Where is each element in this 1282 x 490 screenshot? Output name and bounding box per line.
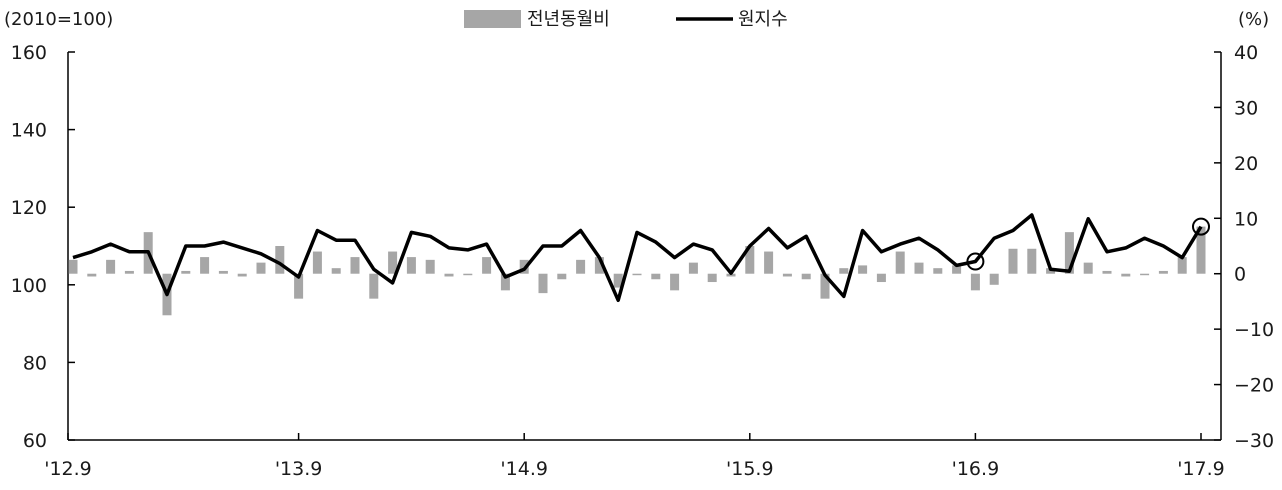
x-tick-label: '16.9 (952, 458, 1000, 480)
x-ticks: '12.9 '13.9 '14.9 '15.9 '16.9 '17.9 (44, 433, 1225, 480)
left-y-tick-label: 160 (11, 42, 47, 64)
yoy-bar (275, 246, 285, 274)
yoy-bar (895, 251, 905, 274)
legend: 전년동월비 원지수 (464, 9, 788, 30)
yoy-bar (801, 273, 811, 280)
yoy-bar (1102, 270, 1112, 274)
yoy-bar (237, 273, 247, 277)
yoy-bar (1158, 270, 1168, 274)
left-y-tick-label: 120 (11, 197, 47, 219)
highlight-marker (966, 252, 985, 271)
yoy-bar (970, 273, 980, 291)
yoy-bar (1177, 257, 1187, 274)
yoy-bar (200, 257, 210, 274)
x-tick-label: '14.9 (500, 458, 548, 480)
x-tick-label: '13.9 (275, 458, 323, 480)
right-y-tick-label: 30 (1234, 97, 1258, 119)
yoy-bar (350, 257, 360, 274)
yoy-bar (632, 273, 642, 276)
yoy-bar (482, 257, 492, 274)
yoy-bar (1196, 226, 1206, 274)
left-y-tick-label: 80 (23, 352, 47, 374)
yoy-bar (933, 268, 943, 274)
x-tick-label: '12.9 (44, 458, 92, 480)
yoy-bar (839, 268, 849, 274)
yoy-bar (218, 270, 228, 274)
left-y-ticks: 60 80 100 120 140 160 (11, 42, 75, 452)
highlight-marker (1192, 217, 1210, 236)
x-tick-label: '15.9 (726, 458, 774, 480)
yoy-bar (914, 262, 924, 274)
yoy-bar (726, 273, 736, 277)
yoy-bar (782, 273, 792, 277)
yoy-bar (613, 273, 623, 288)
yoy-bar (576, 259, 586, 274)
yoy-bar (369, 273, 379, 299)
left-y-tick-label: 60 (23, 430, 47, 452)
right-y-tick-label: −30 (1234, 430, 1274, 452)
yoy-bar (294, 273, 304, 299)
left-axis-unit-label: (2010=100) (4, 9, 113, 30)
yoy-bar (388, 251, 398, 274)
yoy-bar (745, 246, 755, 274)
yoy-bar (500, 273, 510, 291)
right-y-tick-label: 0 (1234, 264, 1246, 286)
legend-label-index: 원지수 (738, 9, 788, 30)
index-series-line (72, 213, 1203, 303)
yoy-bar (106, 259, 116, 274)
right-y-tick-label: 40 (1234, 42, 1258, 64)
yoy-bar (1140, 273, 1150, 276)
right-y-ticks: −30 −20 −10 0 10 20 30 40 (1214, 42, 1274, 452)
yoy-bar (425, 259, 435, 274)
yoy-bar (1121, 273, 1131, 277)
legend-label-yoy: 전년동월비 (527, 9, 610, 30)
yoy-bar (557, 273, 567, 280)
yoy-bar (670, 273, 680, 291)
yoy-bar (312, 251, 322, 274)
right-y-tick-label: 10 (1234, 208, 1258, 230)
yoy-bar (463, 273, 473, 276)
yoy-bar (68, 259, 78, 274)
yoy-bar (989, 273, 999, 285)
index-line-layer (72, 213, 1210, 303)
right-y-tick-label: 20 (1234, 153, 1258, 175)
yoy-bar (406, 257, 416, 274)
left-y-tick-label: 140 (11, 120, 47, 142)
yoy-bar (876, 273, 886, 283)
yoy-bar (820, 273, 830, 299)
yoy-bar (952, 265, 962, 274)
yoy-bar (181, 270, 191, 274)
right-axis-unit-label: (%) (1238, 9, 1269, 30)
yoy-bar (444, 273, 454, 277)
yoy-bar (688, 262, 698, 274)
yoy-bar (858, 265, 868, 274)
right-y-tick-label: −10 (1234, 319, 1274, 341)
left-y-tick-label: 100 (11, 275, 47, 297)
yoy-bar (1027, 248, 1037, 274)
yoy-bar (331, 268, 341, 274)
yoy-bar (707, 273, 717, 283)
right-y-tick-label: −20 (1234, 375, 1274, 397)
yoy-bar (124, 270, 134, 274)
yoy-bar (1008, 248, 1018, 274)
yoy-bar (87, 273, 97, 277)
yoy-bar (1064, 232, 1074, 274)
yoy-bar (764, 251, 774, 274)
yoy-bars (68, 226, 1206, 316)
yoy-bar (1083, 262, 1093, 274)
legend-bar-swatch (464, 10, 521, 28)
yoy-bar (538, 273, 548, 294)
yoy-bar (256, 262, 266, 274)
x-tick-label: '17.9 (1177, 458, 1225, 480)
yoy-bar (651, 273, 661, 280)
yoy-bar (594, 257, 604, 274)
